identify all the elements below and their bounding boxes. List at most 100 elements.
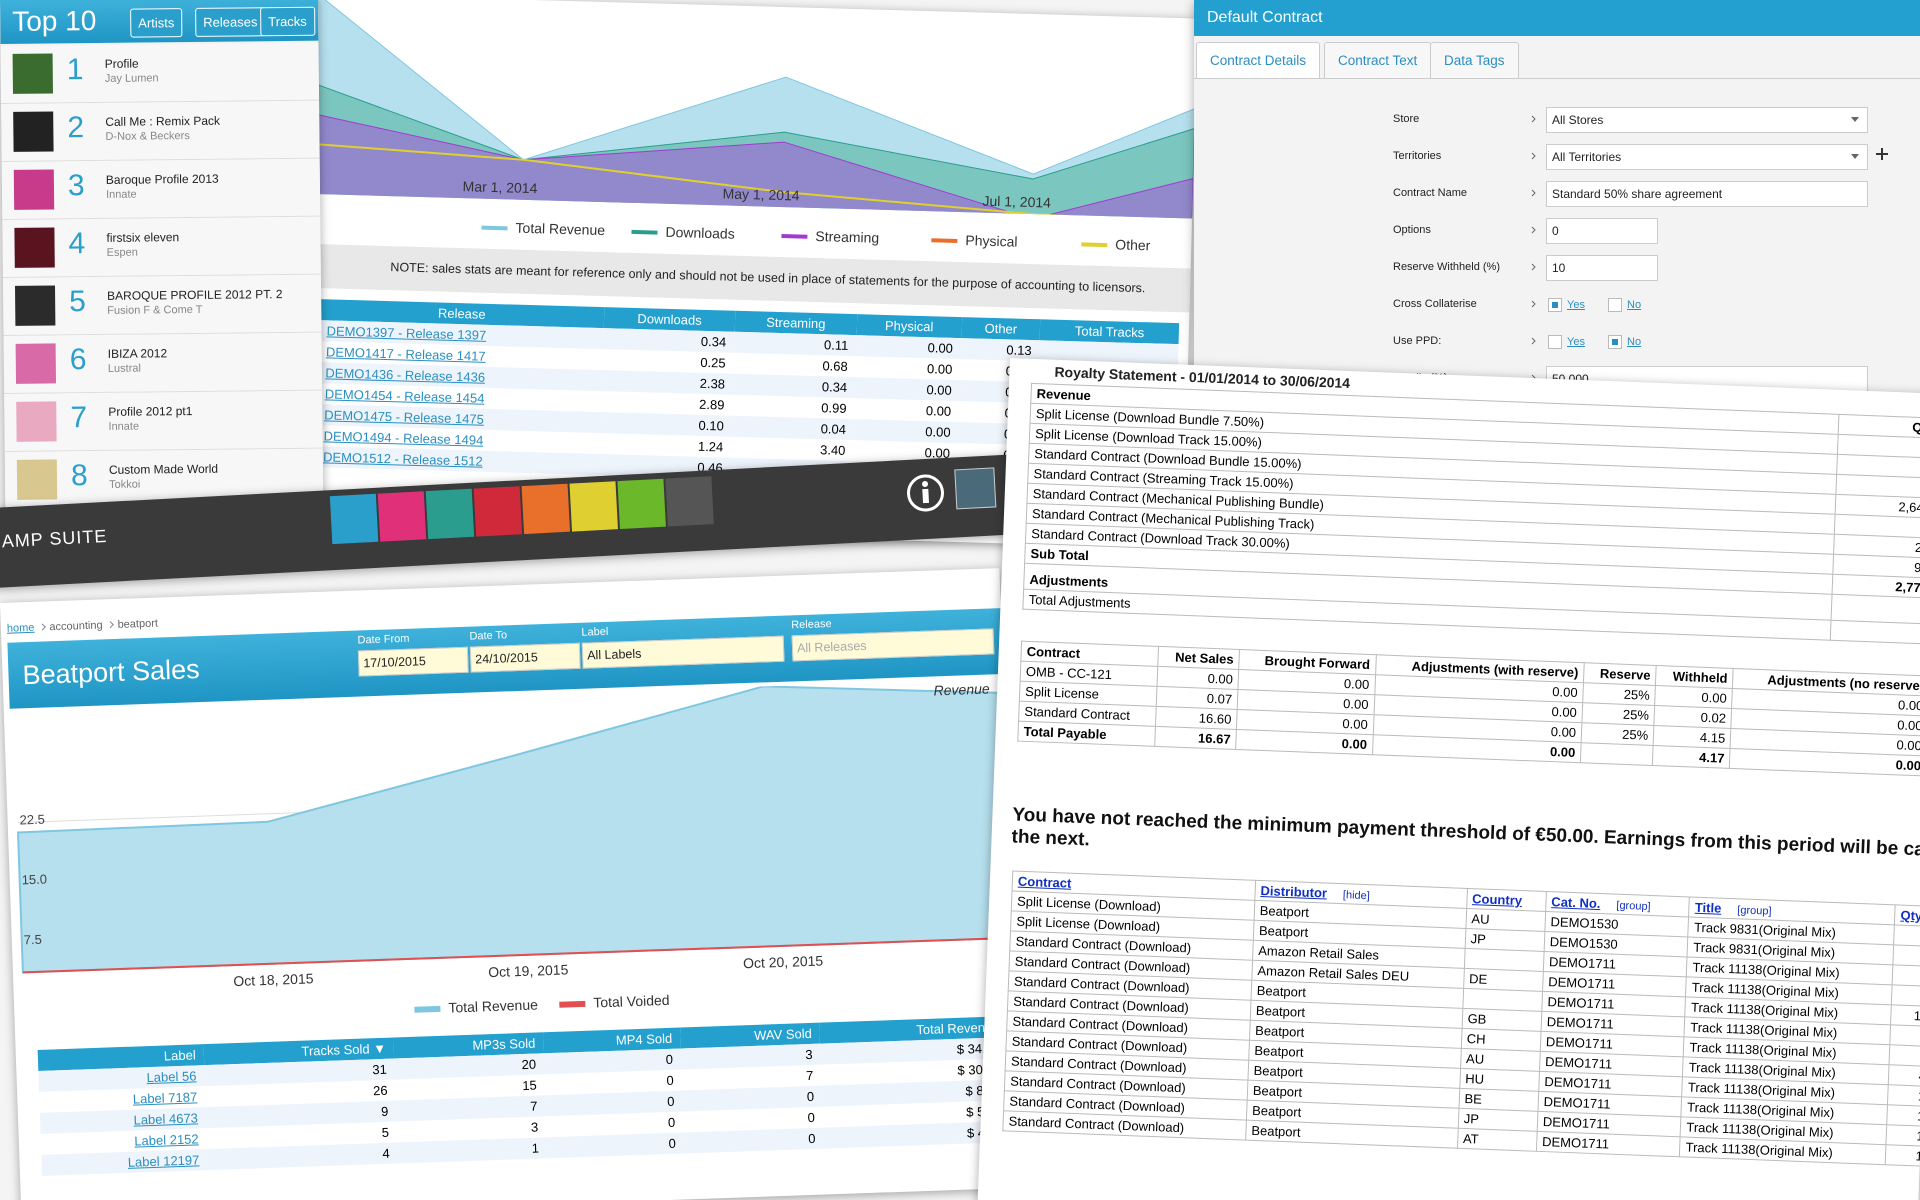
cell: 25% (1581, 702, 1655, 726)
app-icon[interactable] (377, 491, 427, 542)
top10-item[interactable]: 4 firstsix eleven Espen (2, 216, 321, 278)
top10-item[interactable]: 6 IBIZA 2012 Lustral (3, 332, 323, 394)
release-title: Call Me : Remix Pack (105, 113, 221, 129)
cover-art (12, 53, 53, 94)
app-icon[interactable] (425, 488, 475, 540)
cover-art (14, 227, 55, 268)
input[interactable]: All Stores (1546, 107, 1868, 133)
field-label: Store (1393, 113, 1420, 125)
choice-label: No (1627, 298, 1642, 311)
header-link[interactable]: Contract (1017, 873, 1072, 891)
header-link[interactable]: Distributor (1260, 883, 1328, 901)
crumb: accounting (49, 619, 103, 634)
legend-item: Downloads (631, 223, 735, 242)
app-icon[interactable] (665, 476, 714, 527)
tab[interactable]: Artists (130, 8, 183, 38)
avatar[interactable] (954, 467, 997, 510)
rank: 5 (68, 285, 87, 319)
app-icon[interactable] (473, 486, 523, 537)
cover-art (16, 459, 58, 500)
tab[interactable]: Data Tags (1430, 42, 1519, 78)
checkbox (1548, 298, 1562, 312)
radio-option[interactable]: Yes (1548, 335, 1585, 349)
filter-input[interactable]: All Labels (581, 635, 785, 669)
logo: AMP SUITE (1, 525, 108, 552)
cover-art (14, 285, 56, 326)
release-title: Custom Made World (108, 461, 219, 477)
app-icon[interactable] (569, 481, 618, 532)
radio-option[interactable]: No (1608, 335, 1641, 349)
top10-item[interactable]: 7 Profile 2012 pt1 Innate (4, 390, 323, 452)
rank: 4 (68, 227, 86, 261)
header-link[interactable]: Qty (1900, 907, 1920, 924)
field-label: Use PPD: (1393, 335, 1442, 347)
chevron (1531, 189, 1536, 197)
detail-table: Contract Distributor [hide] Country Cat. No.… (1002, 870, 1920, 1168)
cell: Total Payable (1017, 721, 1156, 747)
top10-item[interactable]: 3 Baroque Profile 2013 Innate (1, 158, 321, 220)
header-link[interactable]: Country (1471, 891, 1523, 909)
input[interactable]: Standard 50% share agreement (1546, 181, 1868, 207)
radio-option[interactable]: Yes (1548, 298, 1585, 312)
info-icon[interactable] (904, 472, 946, 514)
chevron (1531, 115, 1536, 123)
header-link[interactable]: Title (1694, 899, 1722, 916)
legend-item: Total Voided (559, 992, 670, 1012)
cell: 1 (1891, 984, 1920, 1007)
input[interactable]: 10 (1546, 255, 1658, 281)
app-icon[interactable] (617, 478, 666, 530)
artist: Innate (105, 188, 137, 201)
x-label: Mar 1, 2014 (462, 178, 538, 197)
contract-summary: Contract Net Sales Brought Forward Adjustme… (1017, 641, 1920, 777)
tab[interactable]: Tracks (260, 6, 315, 37)
cell: AT (1457, 1128, 1538, 1152)
tab[interactable]: Contract Text (1324, 42, 1432, 78)
input[interactable]: All Territories (1546, 144, 1868, 170)
tab[interactable]: Contract Details (1196, 42, 1321, 78)
cell: 0.00 (854, 377, 961, 402)
legend-label: Other (1115, 236, 1151, 254)
artist: Lustral (107, 362, 141, 375)
rank: 7 (70, 401, 88, 435)
cover-art (15, 343, 57, 384)
info-dot (922, 481, 929, 488)
top10-title: Top 10 (12, 4, 97, 37)
chevron-line (1531, 115, 1536, 123)
header-action[interactable]: [group] (1616, 899, 1651, 913)
artist: Fusion F & Come T (107, 303, 203, 317)
top10-item[interactable]: 5 BAROQUE PROFILE 2012 PT. 2 Fusion F & Co… (2, 274, 322, 336)
header-link[interactable]: Cat. No. (1551, 894, 1601, 912)
filter-input[interactable]: All Releases (791, 628, 995, 662)
field-label: Territories (1393, 150, 1442, 162)
filter-input[interactable]: 24/10/2015 (469, 642, 581, 673)
add-icon[interactable] (1876, 148, 1888, 160)
filter-input[interactable]: 17/10/2015 (357, 646, 469, 677)
legend-label: Total Revenue (515, 219, 606, 239)
tab[interactable]: Releases (195, 7, 266, 37)
artist: D-Nox & Beckers (105, 130, 190, 143)
top10-item[interactable]: 2 Call Me : Remix Pack D-Nox & Beckers (1, 100, 320, 162)
chevron-line (1531, 189, 1536, 197)
input-value: 10 (1552, 261, 1566, 275)
input[interactable]: 0 (1546, 218, 1658, 244)
rank: 2 (67, 111, 85, 145)
top10-item[interactable]: 1 Profile Jay Lumen (0, 42, 320, 104)
label-link[interactable]: Label 12197 (41, 1149, 208, 1176)
radio-option[interactable]: No (1608, 298, 1641, 312)
app-icon[interactable] (521, 483, 571, 535)
legend-label: Downloads (665, 223, 735, 242)
header-action[interactable]: [hide] (1342, 889, 1371, 903)
rank: 3 (67, 169, 85, 203)
legend-swatch (781, 234, 808, 240)
app-icon[interactable] (329, 493, 379, 545)
crumb[interactable]: home (6, 621, 35, 635)
page-title: Beatport Sales (22, 654, 201, 691)
legend-swatch (931, 238, 958, 244)
cell: 1 (1887, 1084, 1920, 1107)
label-table: Label Tracks Sold ▼ MP3s Sold MP4 Sold WAV S… (37, 1016, 1012, 1176)
header-action[interactable]: [group] (1737, 904, 1772, 918)
cell (1580, 742, 1654, 766)
chevron (1531, 263, 1536, 271)
cell: 1 (1886, 1124, 1920, 1147)
